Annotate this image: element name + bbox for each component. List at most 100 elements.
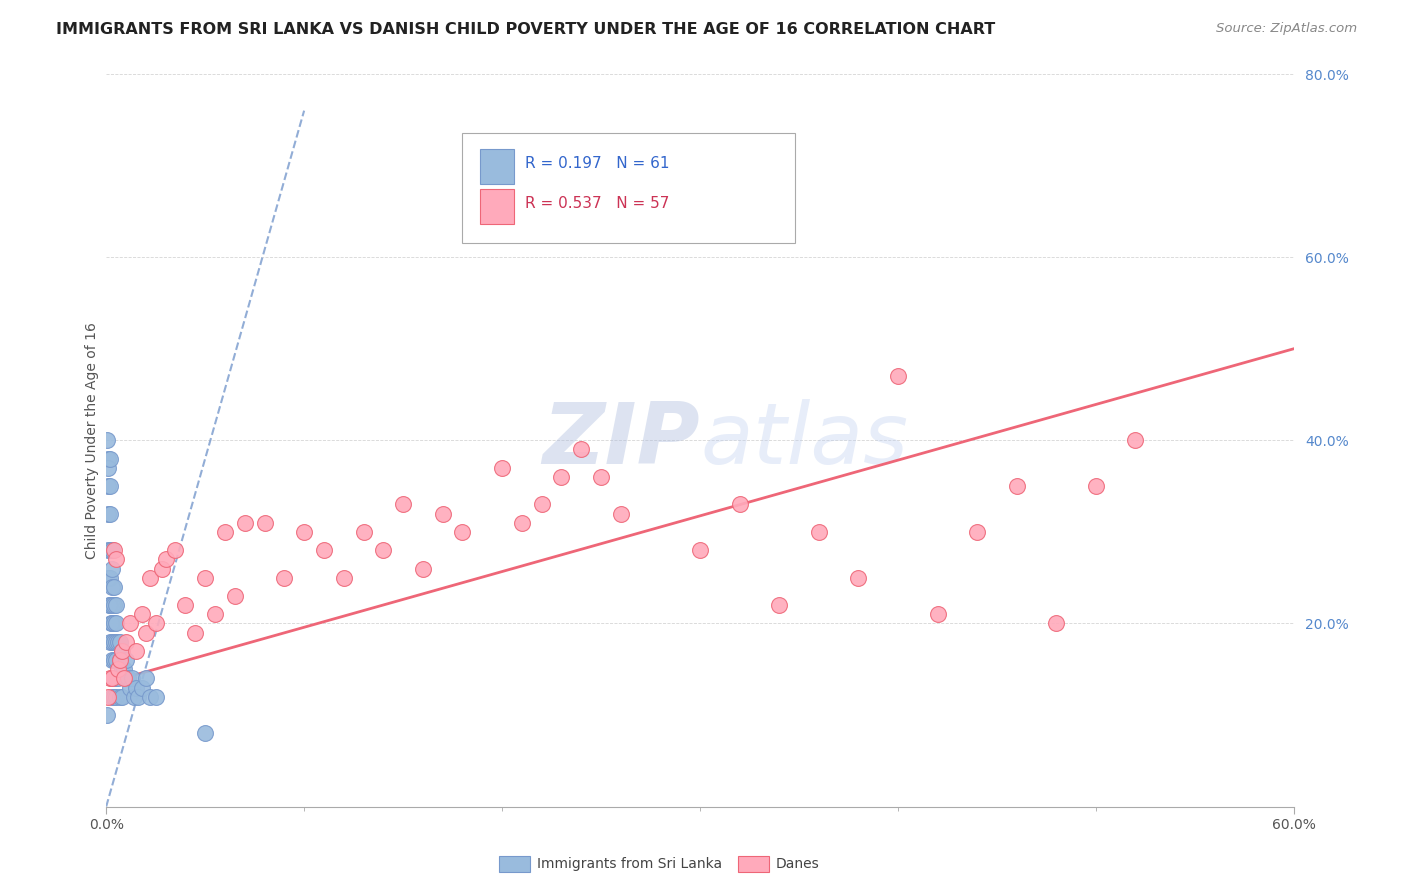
Point	[108, 653, 131, 667]
Point	[204, 607, 226, 622]
Point	[1045, 616, 1067, 631]
Point	[108, 653, 131, 667]
Point	[768, 598, 790, 612]
Point	[101, 616, 124, 631]
Point	[184, 625, 207, 640]
Point	[97, 507, 120, 521]
Point	[273, 571, 295, 585]
Point	[117, 672, 139, 686]
Point	[224, 589, 246, 603]
Text: atlas: atlas	[700, 399, 908, 482]
Point	[150, 561, 173, 575]
Point	[165, 543, 187, 558]
Point	[111, 662, 134, 676]
Point	[550, 470, 572, 484]
Text: Source: ZipAtlas.com: Source: ZipAtlas.com	[1216, 22, 1357, 36]
Point	[1084, 479, 1107, 493]
Point	[125, 681, 148, 695]
Point	[214, 524, 236, 539]
Point	[887, 369, 910, 384]
Point	[131, 681, 153, 695]
Point	[105, 634, 128, 648]
Point	[650, 177, 672, 191]
FancyBboxPatch shape	[463, 133, 794, 243]
Point	[100, 616, 122, 631]
Text: R = 0.197   N = 61: R = 0.197 N = 61	[526, 156, 669, 171]
Point	[138, 571, 160, 585]
Point	[807, 524, 830, 539]
Point	[728, 497, 751, 511]
Text: ZIP: ZIP	[543, 399, 700, 482]
Point	[98, 598, 121, 612]
Point	[589, 470, 612, 484]
Point	[112, 672, 135, 686]
Point	[491, 460, 513, 475]
Bar	[481, 189, 513, 224]
Point	[412, 561, 434, 575]
Point	[194, 571, 217, 585]
Point	[927, 607, 949, 622]
Point	[101, 672, 124, 686]
Point	[111, 644, 134, 658]
Y-axis label: Child Poverty Under the Age of 16: Child Poverty Under the Age of 16	[86, 322, 100, 558]
Point	[610, 507, 633, 521]
Point	[98, 543, 121, 558]
Point	[97, 543, 120, 558]
Point	[332, 571, 354, 585]
Point	[1125, 434, 1147, 448]
Point	[569, 442, 592, 457]
Point	[689, 543, 711, 558]
Point	[103, 598, 125, 612]
Point	[103, 672, 125, 686]
Point	[292, 524, 315, 539]
Point	[121, 672, 143, 686]
Point	[108, 690, 131, 704]
Point	[111, 690, 134, 704]
Point	[174, 598, 197, 612]
Point	[233, 516, 256, 530]
Point	[101, 561, 124, 575]
Point	[103, 634, 125, 648]
Point	[194, 726, 217, 740]
Point	[135, 625, 157, 640]
Point	[118, 681, 141, 695]
Point	[115, 653, 138, 667]
Point	[138, 690, 160, 704]
Point	[353, 524, 375, 539]
Text: R = 0.537   N = 57: R = 0.537 N = 57	[526, 196, 669, 211]
Point	[112, 662, 135, 676]
Point	[105, 672, 128, 686]
Point	[96, 434, 118, 448]
Point	[127, 690, 149, 704]
Point	[312, 543, 335, 558]
Point	[115, 672, 138, 686]
Point	[373, 543, 395, 558]
Point	[103, 653, 125, 667]
Point	[101, 543, 124, 558]
Point	[392, 497, 415, 511]
Point	[101, 598, 124, 612]
Text: Danes: Danes	[776, 857, 820, 871]
Point	[97, 571, 120, 585]
Point	[101, 634, 124, 648]
Point	[432, 507, 454, 521]
Point	[96, 708, 118, 723]
Point	[103, 543, 125, 558]
Point	[105, 690, 128, 704]
Point	[98, 451, 121, 466]
Point	[97, 690, 120, 704]
Point	[108, 634, 131, 648]
Bar	[481, 149, 513, 184]
Point	[1005, 479, 1028, 493]
Point	[145, 690, 167, 704]
Point	[98, 571, 121, 585]
Point	[97, 460, 120, 475]
Point	[118, 616, 141, 631]
Point	[131, 607, 153, 622]
Point	[253, 516, 276, 530]
Point	[105, 598, 128, 612]
Point	[105, 616, 128, 631]
Point	[135, 672, 157, 686]
Point	[155, 552, 177, 566]
Point	[107, 672, 129, 686]
